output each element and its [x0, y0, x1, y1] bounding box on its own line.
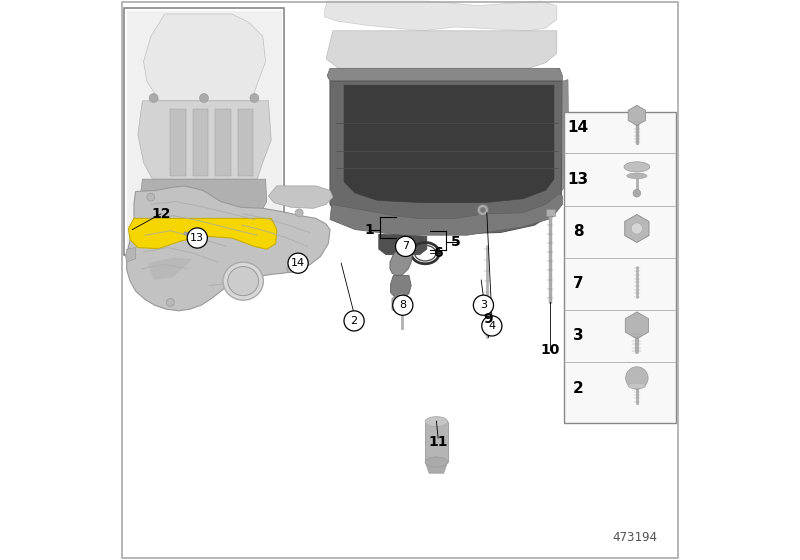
Text: 3: 3: [480, 300, 487, 310]
Polygon shape: [330, 193, 562, 235]
Circle shape: [166, 298, 174, 306]
Ellipse shape: [627, 173, 647, 179]
Bar: [564, 112, 676, 423]
Circle shape: [199, 94, 209, 102]
Circle shape: [478, 204, 489, 216]
Bar: [426, 422, 448, 462]
Bar: [126, 11, 282, 253]
Circle shape: [482, 316, 502, 336]
Text: 2: 2: [573, 381, 583, 395]
Circle shape: [295, 209, 303, 217]
Polygon shape: [426, 462, 448, 473]
Polygon shape: [390, 276, 411, 298]
Polygon shape: [326, 31, 557, 73]
Text: 5: 5: [451, 235, 461, 249]
Circle shape: [149, 94, 158, 102]
Bar: [215, 109, 231, 176]
Text: 4: 4: [488, 321, 495, 331]
Text: 11: 11: [428, 436, 448, 449]
Text: 6: 6: [433, 246, 442, 260]
Polygon shape: [143, 14, 266, 101]
Text: 13: 13: [190, 233, 204, 243]
Text: 7: 7: [573, 276, 583, 291]
Circle shape: [633, 189, 641, 197]
Polygon shape: [138, 101, 271, 179]
Bar: [238, 109, 254, 176]
Text: 7: 7: [402, 241, 409, 251]
Circle shape: [288, 253, 308, 273]
Text: 14: 14: [567, 120, 589, 135]
Text: 2: 2: [350, 316, 358, 326]
Circle shape: [480, 207, 486, 213]
Text: 8: 8: [399, 300, 406, 310]
Text: 9: 9: [483, 312, 493, 326]
Text: 14: 14: [291, 258, 305, 268]
Text: 10: 10: [540, 343, 560, 357]
Polygon shape: [378, 234, 427, 255]
Polygon shape: [140, 179, 266, 218]
Circle shape: [395, 236, 416, 256]
Polygon shape: [126, 248, 136, 262]
Ellipse shape: [624, 162, 650, 172]
Ellipse shape: [223, 262, 263, 300]
Ellipse shape: [628, 383, 646, 389]
Text: 13: 13: [567, 172, 589, 186]
Bar: [185, 232, 191, 235]
Circle shape: [393, 295, 413, 315]
Ellipse shape: [426, 457, 448, 467]
Polygon shape: [325, 1, 557, 31]
Polygon shape: [327, 68, 562, 81]
Polygon shape: [562, 80, 569, 190]
Circle shape: [187, 228, 207, 248]
Circle shape: [631, 223, 642, 234]
Polygon shape: [128, 218, 277, 249]
Circle shape: [626, 367, 648, 389]
Bar: [125, 8, 284, 255]
Polygon shape: [330, 81, 562, 234]
Bar: [546, 209, 554, 216]
Bar: [193, 109, 209, 176]
Circle shape: [474, 295, 494, 315]
Ellipse shape: [228, 267, 258, 296]
Circle shape: [147, 193, 154, 201]
Text: 12: 12: [151, 207, 170, 221]
Polygon shape: [148, 258, 193, 280]
Text: 473194: 473194: [613, 531, 658, 544]
Circle shape: [397, 299, 406, 309]
Circle shape: [344, 311, 364, 331]
Polygon shape: [269, 186, 333, 208]
Polygon shape: [126, 186, 330, 311]
Circle shape: [250, 94, 259, 102]
Text: 8: 8: [573, 224, 583, 239]
Bar: [170, 109, 186, 176]
Polygon shape: [344, 85, 554, 203]
Ellipse shape: [426, 417, 448, 427]
Circle shape: [287, 265, 294, 273]
Text: 3: 3: [573, 328, 583, 343]
Polygon shape: [390, 246, 412, 276]
Text: 1: 1: [364, 223, 374, 237]
